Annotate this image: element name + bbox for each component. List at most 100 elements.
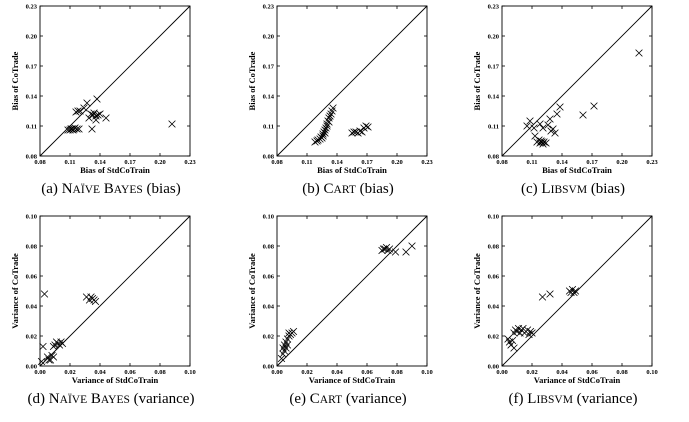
scatter-point <box>289 327 298 336</box>
scatter-point <box>549 125 557 133</box>
scatter-point <box>325 114 333 122</box>
y-tick-label: 0.06 <box>488 273 500 280</box>
y-tick-label: 0.11 <box>263 123 274 130</box>
diagonal-line <box>39 5 191 157</box>
y-axis-label: Bias of CoTrade <box>472 51 482 110</box>
scatter-point <box>364 123 372 131</box>
scatter-point <box>80 104 88 112</box>
scatter-panel-2: 0.08 0.11 0.14 0.17 0.20 0.23 0.08 0.11 0.14 0.17… <box>247 3 433 175</box>
scatter-point <box>358 128 366 136</box>
scatter-point <box>530 124 538 132</box>
x-tick-label: 0.10 <box>421 369 432 376</box>
x-tick-label: 0.10 <box>184 369 195 376</box>
scatter-point <box>168 120 176 128</box>
plot-frame <box>39 215 191 367</box>
scatter-point <box>93 95 101 103</box>
y-tick-label: 0.10 <box>488 213 499 220</box>
scatter-point <box>76 107 84 115</box>
scatter-point <box>94 111 102 119</box>
scatter-point <box>102 114 110 122</box>
y-tick-label: 0.00 <box>263 363 274 370</box>
y-tick-label: 0.23 <box>26 3 38 10</box>
scatter-point <box>319 130 327 138</box>
y-axis-label: Variance of CoTrade <box>472 253 482 329</box>
x-tick-label: 0.17 <box>586 159 598 166</box>
scatter-point <box>538 293 547 301</box>
y-tick-label: 0.04 <box>488 303 500 310</box>
y-axis-label: Bias of CoTrade <box>10 51 20 110</box>
scatter-panel-1: 0.08 0.11 0.14 0.17 0.20 0.23 0.08 0.11 0.14 0.17… <box>10 3 196 175</box>
x-tick-label: 0.10 <box>646 369 657 376</box>
panel-caption: (a) NAÏVE BAYES (bias) <box>41 181 180 197</box>
x-tick-label: 0.20 <box>154 159 165 166</box>
scatter-point <box>329 104 337 112</box>
x-tick-label: 0.14 <box>94 159 106 166</box>
x-tick-label: 0.06 <box>124 369 136 376</box>
plot-frame <box>39 5 191 157</box>
plot-frame <box>276 215 428 367</box>
scatter-point <box>58 339 67 348</box>
x-axis-label: Bias of StdCoTrain <box>542 165 612 175</box>
y-tick-label: 0.11 <box>488 123 499 130</box>
y-tick-label: 0.08 <box>263 243 275 250</box>
y-tick-label: 0.14 <box>263 93 275 100</box>
x-tick-label: 0.08 <box>34 159 46 166</box>
y-axis-label: Bias of CoTrade <box>247 51 257 110</box>
y-tick-label: 0.02 <box>26 333 37 340</box>
x-axis-label: Bias of StdCoTrain <box>317 165 387 175</box>
scatter-point <box>385 245 394 253</box>
scatter-point <box>556 103 564 111</box>
y-tick-label: 0.14 <box>488 93 500 100</box>
x-tick-label: 0.06 <box>361 369 373 376</box>
panel-caption: (e) CART (variance) <box>289 391 406 407</box>
scatter-point <box>39 342 47 351</box>
x-tick-label: 0.02 <box>301 369 312 376</box>
scatter-point <box>88 125 96 133</box>
x-tick-label: 0.04 <box>556 369 568 376</box>
x-tick-label: 0.20 <box>616 159 627 166</box>
x-tick-label: 0.17 <box>361 159 373 166</box>
diagonal-line <box>501 215 653 367</box>
scatter-point <box>277 354 286 363</box>
x-tick-label: 0.08 <box>391 369 403 376</box>
x-tick-label: 0.20 <box>391 159 402 166</box>
scatter-point <box>74 107 82 115</box>
y-tick-label: 0.08 <box>488 153 500 160</box>
x-axis-label: Variance of StdCoTrain <box>534 375 621 385</box>
y-tick-label: 0.23 <box>488 3 500 10</box>
y-tick-label: 0.04 <box>263 303 275 310</box>
y-tick-label: 0.10 <box>26 213 37 220</box>
scatter-point <box>519 324 527 333</box>
x-tick-label: 0.23 <box>421 159 433 166</box>
scatter-panel-4: 0.00 0.02 0.04 0.06 0.08 0.10 0.00 0.02 0.04 0.06… <box>10 213 196 385</box>
panel-caption: (b) CART (bias) <box>302 181 394 197</box>
y-tick-label: 0.08 <box>26 243 38 250</box>
x-tick-label: 0.11 <box>301 159 312 166</box>
scatter-point <box>75 125 83 133</box>
scatter-point <box>402 248 410 256</box>
y-tick-label: 0.08 <box>26 153 38 160</box>
y-tick-label: 0.00 <box>488 363 499 370</box>
y-axis-label: Variance of CoTrade <box>247 253 257 329</box>
panel-caption: (d) NAÏVE BAYES (variance) <box>28 391 195 407</box>
scatter-point <box>551 129 559 137</box>
scatter-point <box>92 116 100 124</box>
y-tick-label: 0.06 <box>263 273 275 280</box>
y-tick-label: 0.17 <box>488 63 500 70</box>
scatter-point <box>45 356 53 364</box>
x-tick-label: 0.02 <box>526 369 537 376</box>
scatter-point <box>544 121 552 129</box>
scatter-point <box>391 248 400 256</box>
y-tick-label: 0.20 <box>488 33 499 40</box>
y-tick-label: 0.02 <box>488 333 499 340</box>
scatter-point <box>546 115 554 123</box>
y-axis-label: Variance of CoTrade <box>10 253 20 329</box>
scatter-point <box>321 126 329 134</box>
scatter-point <box>579 111 587 119</box>
scatter-point <box>408 242 416 250</box>
y-tick-label: 0.23 <box>263 3 275 10</box>
scatter-panel-6: 0.00 0.02 0.04 0.06 0.08 0.10 0.00 0.02 0.04 0.06… <box>472 213 658 385</box>
plot-frame <box>276 5 428 157</box>
y-tick-label: 0.20 <box>26 33 37 40</box>
